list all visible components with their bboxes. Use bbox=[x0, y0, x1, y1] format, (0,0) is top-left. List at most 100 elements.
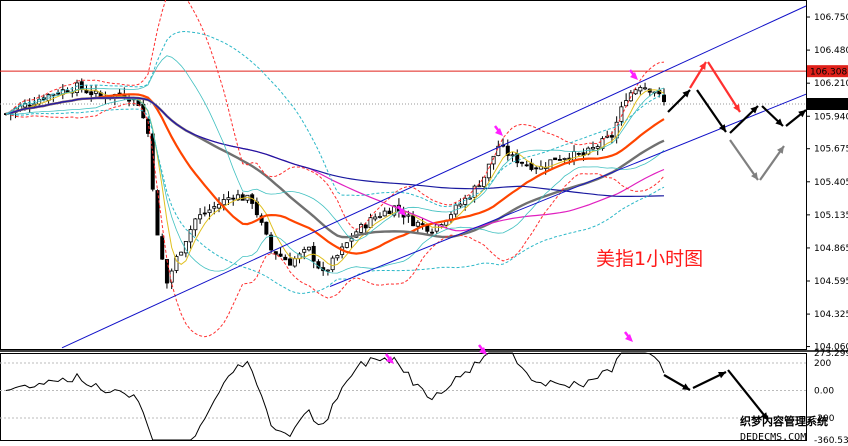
watermark-line1: 织梦内容管理系统 bbox=[740, 414, 828, 428]
bear-candle bbox=[89, 91, 94, 96]
price-frame bbox=[0, 0, 807, 350]
arrow-down-2-head bbox=[775, 118, 783, 126]
bb-inner-upper bbox=[5, 55, 665, 242]
marker-mid-head bbox=[495, 128, 503, 136]
bull-candle bbox=[325, 269, 330, 272]
bull-candle bbox=[562, 157, 567, 160]
ma-fast-line bbox=[5, 88, 665, 267]
osc-arrow-down-2-head bbox=[760, 412, 768, 420]
ma-40-line bbox=[5, 96, 665, 239]
bear-candle bbox=[278, 253, 283, 257]
price-axis: 106.750 106.480 106.210 105.940 105.675 105.4… bbox=[806, 13, 848, 446]
bear-candle bbox=[430, 231, 435, 234]
osc-frame bbox=[0, 353, 807, 441]
ma-100-line bbox=[5, 97, 665, 197]
bull-candle bbox=[624, 100, 629, 107]
ma-20-line bbox=[5, 93, 665, 255]
arrow-gray-down bbox=[729, 139, 759, 181]
bull-candle bbox=[572, 151, 577, 161]
bull-candle bbox=[463, 197, 468, 205]
bear-candle bbox=[264, 221, 269, 235]
arrow-up-3-head bbox=[798, 110, 806, 118]
bull-candle bbox=[491, 155, 496, 165]
bear-candle bbox=[321, 267, 326, 272]
bull-candle bbox=[344, 242, 349, 248]
osc-tick-label: 273.2999 bbox=[814, 349, 848, 359]
arrow-up-1 bbox=[667, 89, 691, 113]
bull-candle bbox=[330, 257, 335, 271]
price-marker-label: 106.308 bbox=[810, 68, 847, 78]
bear-candle bbox=[164, 259, 169, 284]
bear-candle bbox=[363, 224, 368, 229]
bear-candle bbox=[576, 152, 581, 155]
bear-candle bbox=[273, 251, 278, 255]
bull-candle bbox=[415, 221, 420, 227]
arrow-gray-up bbox=[759, 145, 785, 181]
watermark-line2: DEDECMS.COM bbox=[740, 432, 806, 443]
bear-candle bbox=[505, 145, 510, 156]
bear-candle bbox=[160, 236, 165, 260]
bull-candle bbox=[359, 223, 364, 233]
osc-arrow-up-head bbox=[718, 372, 726, 379]
arrow-gray-up-head bbox=[777, 146, 784, 154]
channel-lower-line bbox=[329, 93, 807, 287]
arrow-down-1 bbox=[696, 89, 727, 133]
bull-candle bbox=[496, 145, 501, 157]
arrow-gray-down-path bbox=[729, 139, 759, 181]
bull-candle bbox=[174, 256, 179, 271]
bull-candle bbox=[198, 214, 203, 220]
marker-top-head bbox=[630, 72, 638, 80]
oscillator-line bbox=[5, 352, 665, 441]
bear-candle bbox=[420, 223, 425, 226]
price-tick-label: 105.135 bbox=[814, 211, 848, 221]
bull-candle bbox=[448, 214, 453, 220]
bear-candle bbox=[84, 89, 89, 94]
osc-tick-label: 0.00 bbox=[814, 387, 834, 397]
bear-candle bbox=[553, 157, 558, 161]
bull-candle bbox=[302, 249, 307, 253]
bull-candle bbox=[179, 251, 184, 256]
osc-tick-label: -360.539 bbox=[814, 436, 848, 446]
bull-candle bbox=[212, 206, 217, 209]
price-tick-label: 104.325 bbox=[814, 310, 848, 320]
arrow-down-1-head bbox=[719, 124, 726, 132]
bull-candle bbox=[335, 255, 340, 259]
price-tick-label: 104.060 bbox=[814, 343, 848, 353]
marker-mid bbox=[494, 125, 503, 136]
bull-candle bbox=[477, 185, 482, 188]
bull-candle bbox=[643, 87, 648, 90]
bull-candle bbox=[226, 197, 231, 201]
bb-lower-cyan bbox=[5, 108, 665, 294]
osc-marker-2 bbox=[478, 344, 487, 355]
bear-candle bbox=[609, 135, 614, 138]
osc-marker-1 bbox=[385, 353, 394, 364]
bull-candle bbox=[595, 146, 600, 149]
bear-candle bbox=[515, 153, 520, 164]
price-tick-label: 105.405 bbox=[814, 178, 848, 188]
arrow-red-up-head bbox=[699, 62, 706, 70]
bull-candle bbox=[548, 159, 553, 170]
bear-candle bbox=[411, 215, 416, 227]
bull-candle bbox=[458, 203, 463, 207]
price-marker-box bbox=[807, 65, 848, 78]
annotations bbox=[385, 61, 807, 421]
bear-candle bbox=[662, 94, 667, 103]
price-tick-label: 104.865 bbox=[814, 244, 848, 254]
price-tick-label: 106.210 bbox=[814, 79, 848, 89]
bear-candle bbox=[524, 164, 529, 167]
bb-inner-lower bbox=[5, 98, 665, 274]
channel-upper-line bbox=[61, 5, 807, 349]
price-tick-label: 106.480 bbox=[814, 46, 848, 56]
arrow-down-2 bbox=[761, 105, 784, 127]
bull-candle bbox=[638, 87, 643, 92]
osc-marker-2-head bbox=[479, 347, 487, 355]
bear-candle bbox=[146, 119, 151, 134]
bull-candle bbox=[482, 176, 487, 187]
bull-candle bbox=[373, 216, 378, 220]
bull-candle bbox=[510, 154, 515, 157]
bull-candle bbox=[75, 82, 80, 93]
bull-candle bbox=[221, 199, 226, 206]
bull-candle bbox=[472, 185, 477, 198]
price-tick-label: 106.750 bbox=[814, 13, 848, 23]
oscillator-panel bbox=[0, 350, 848, 441]
